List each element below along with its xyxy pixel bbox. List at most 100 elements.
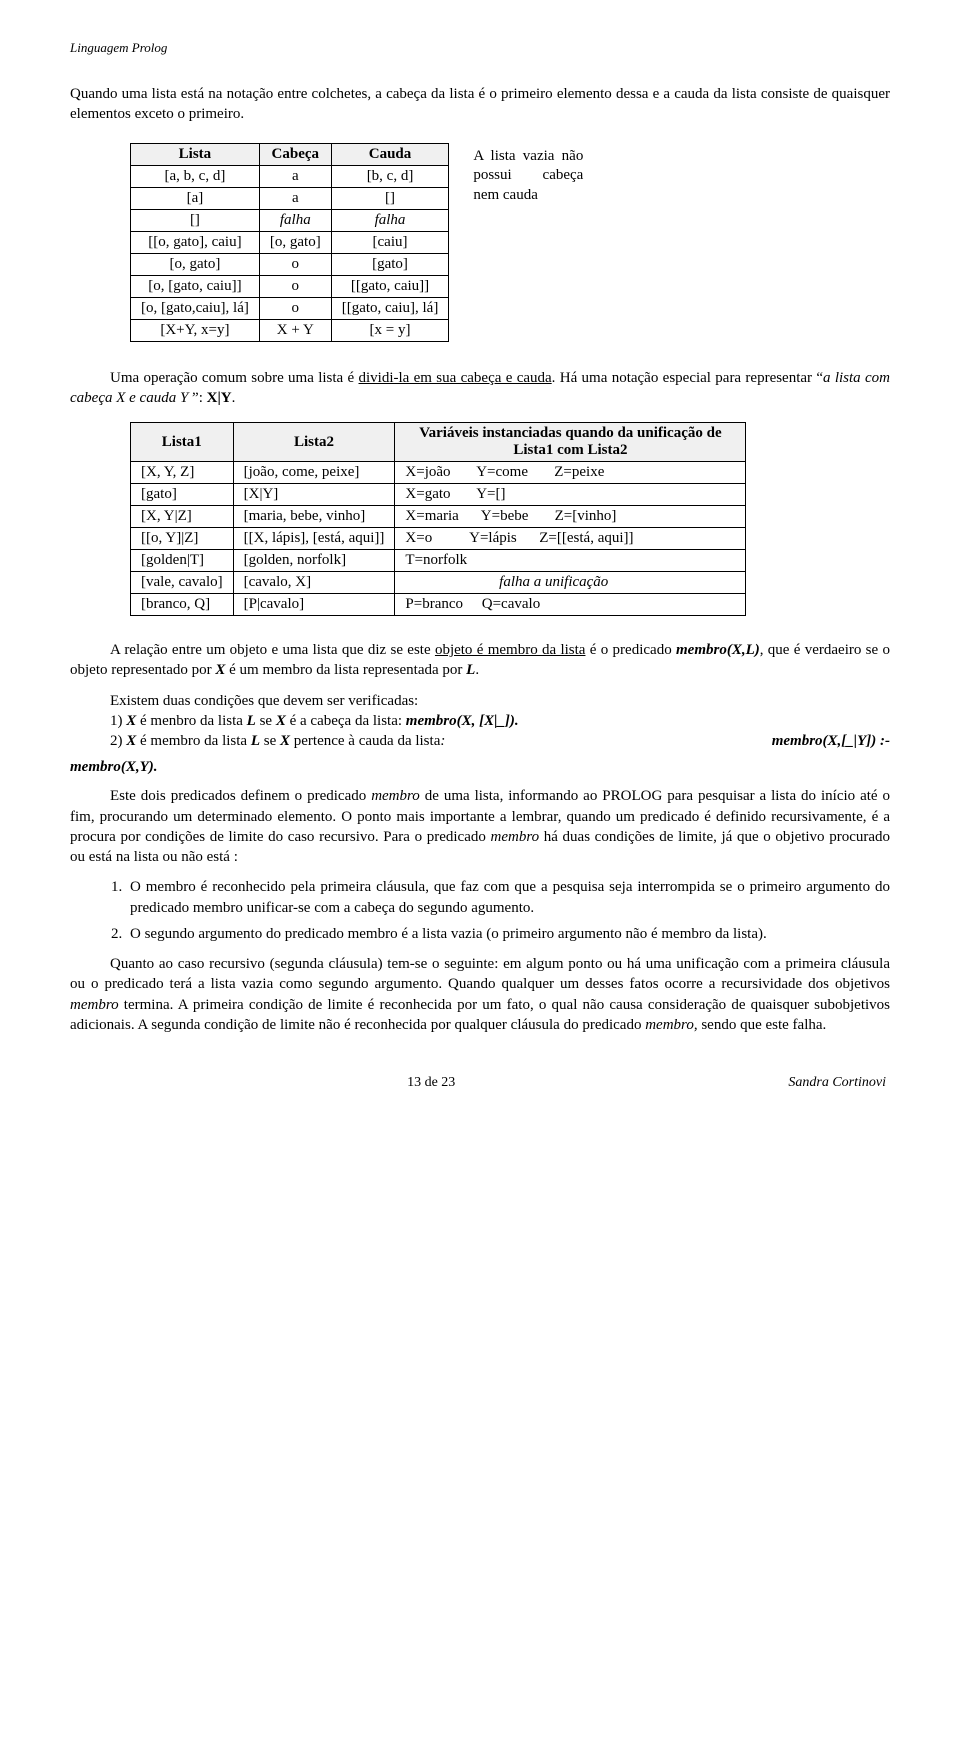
table-cell: [golden|T] xyxy=(131,550,234,572)
mid-paragraph: Uma operação comum sobre uma lista é div… xyxy=(70,368,890,409)
text: 2) xyxy=(110,733,126,749)
table-row: [o, [gato, caiu]]o[[gato, caiu]] xyxy=(131,275,449,297)
table-cell: a xyxy=(259,187,331,209)
italic-text: membro xyxy=(645,1017,694,1033)
bold-italic-text: membro(X,L) xyxy=(676,642,760,658)
unificacao-table: Lista1Lista2Variáveis instanciadas quand… xyxy=(130,422,746,616)
bold-italic-text: L xyxy=(251,733,260,749)
table-cell: [[gato, caiu]] xyxy=(331,275,449,297)
table-cell: [branco, Q] xyxy=(131,594,234,616)
text: se xyxy=(260,733,280,749)
bold-italic-text: X xyxy=(276,713,286,729)
text: Este dois predicados definem o predicado xyxy=(110,788,371,804)
table-cell: X=joão Y=come Z=peixe xyxy=(395,462,746,484)
italic-text: membro xyxy=(70,997,119,1013)
text: A relação entre um objeto e uma lista qu… xyxy=(110,642,435,658)
table-cell: [[o, Y]|Z] xyxy=(131,528,234,550)
table-cell: falha xyxy=(259,209,331,231)
table-cell: o xyxy=(259,253,331,275)
table-cell: X=o Y=lápis Z=[[está, aqui]] xyxy=(395,528,746,550)
table-cell: [a, b, c, d] xyxy=(131,165,260,187)
table-row: [X, Y|Z][maria, bebe, vinho]X=maria Y=be… xyxy=(131,506,746,528)
text: Quanto ao caso recursivo (segunda cláusu… xyxy=(70,956,890,992)
table-row: [a]a[] xyxy=(131,187,449,209)
table-row: [X+Y, x=y]X + Y[x = y] xyxy=(131,319,449,341)
table-cell: [golden, norfolk] xyxy=(233,550,395,572)
underline-text: dividi-la em sua cabeça e cauda xyxy=(359,370,552,386)
text: 1) xyxy=(110,713,126,729)
text: . Há uma notação especial para represent… xyxy=(552,370,823,386)
table-row: [[o, gato], caiu][o, gato][caiu] xyxy=(131,231,449,253)
bold-italic-text: X xyxy=(126,733,136,749)
text: é um membro da lista representada por xyxy=(225,662,466,678)
table-cell: [b, c, d] xyxy=(331,165,449,187)
table-cell: [o, gato] xyxy=(259,231,331,253)
table-cell: [joão, come, peixe] xyxy=(233,462,395,484)
table-header: Lista2 xyxy=(233,423,395,462)
conditions-lead: Existem duas condições que devem ser ver… xyxy=(110,691,890,711)
table-cell: [o, [gato,caiu], lá] xyxy=(131,297,260,319)
text: pertence à cauda da lista xyxy=(290,733,440,749)
table-cell: [maria, bebe, vinho] xyxy=(233,506,395,528)
table-cell: T=norfolk xyxy=(395,550,746,572)
table-header: Lista1 xyxy=(131,423,234,462)
table-cell: o xyxy=(259,275,331,297)
table-cell: [X+Y, x=y] xyxy=(131,319,260,341)
text: Uma operação comum sobre uma lista é xyxy=(110,370,359,386)
relation-paragraph: A relação entre um objeto e uma lista qu… xyxy=(70,640,890,681)
side-note: A lista vazia não possui cabeça nem caud… xyxy=(473,143,583,206)
text: . xyxy=(232,390,236,406)
recursive-paragraph: Quanto ao caso recursivo (segunda cláusu… xyxy=(70,954,890,1035)
bold-italic-text: X xyxy=(280,733,290,749)
table-cell: [P|cavalo] xyxy=(233,594,395,616)
table-row: [o, [gato,caiu], lá]o[[gato, caiu], lá] xyxy=(131,297,449,319)
text: é o predicado xyxy=(585,642,676,658)
text: , sendo que este falha. xyxy=(694,1017,826,1033)
table-header: Cauda xyxy=(331,143,449,165)
conditions-block: Existem duas condições que devem ser ver… xyxy=(110,691,890,752)
page-header: Linguagem Prolog xyxy=(70,40,890,56)
footer: 13 de 23 Sandra Cortinovi xyxy=(70,1075,890,1091)
bold-italic-text: L xyxy=(466,662,475,678)
table-cell: [cavalo, X] xyxy=(233,572,395,594)
condition-1: 1) X é menbro da lista L se X é a cabeça… xyxy=(110,711,890,731)
table-cell: X=gato Y=[] xyxy=(395,484,746,506)
table-row: [vale, cavalo][cavalo, X] falha a unific… xyxy=(131,572,746,594)
table-cell: [o, gato] xyxy=(131,253,260,275)
underline-text: objeto é membro da lista xyxy=(435,642,586,658)
table-cell: [[X, lápis], [está, aqui]] xyxy=(233,528,395,550)
text: . xyxy=(475,662,479,678)
table-cell: [X, Y|Z] xyxy=(131,506,234,528)
table-cell: [X|Y] xyxy=(233,484,395,506)
table-cell: o xyxy=(259,297,331,319)
condition-2-tail: membro(X,Y). xyxy=(70,759,890,776)
table-row: [a, b, c, d]a[b, c, d] xyxy=(131,165,449,187)
table-row: [[o, Y]|Z][[X, lápis], [está, aqui]]X=o … xyxy=(131,528,746,550)
table-cell: [[gato, caiu], lá] xyxy=(331,297,449,319)
italic-text: membro xyxy=(371,788,420,804)
condition-2: 2) X é membro da lista L se X pertence à… xyxy=(110,731,890,751)
table-cell: X + Y xyxy=(259,319,331,341)
numbered-list: O membro é reconhecido pela primeira clá… xyxy=(126,877,890,944)
table-cell: falha xyxy=(331,209,449,231)
table-header: Variáveis instanciadas quando da unifica… xyxy=(395,423,746,462)
page: Linguagem Prolog Quando uma lista está n… xyxy=(0,0,960,1121)
text: é membro da lista xyxy=(136,733,251,749)
table-row: [X, Y, Z][joão, come, peixe]X=joão Y=com… xyxy=(131,462,746,484)
bold-italic-text: membro(X,Y). xyxy=(70,759,158,775)
page-number: 13 de 23 xyxy=(74,1075,788,1091)
table-cell: falha a unificação xyxy=(395,572,746,594)
table-cell: X=maria Y=bebe Z=[vinho] xyxy=(395,506,746,528)
list-item: O membro é reconhecido pela primeira clá… xyxy=(126,877,890,918)
table-cell: [gato] xyxy=(131,484,234,506)
text: é menbro da lista xyxy=(136,713,246,729)
text: se xyxy=(256,713,276,729)
italic-text: membro xyxy=(491,829,540,845)
text: ”: xyxy=(192,390,207,406)
table-row: [gato][X|Y]X=gato Y=[] xyxy=(131,484,746,506)
table-cell: P=branco Q=cavalo xyxy=(395,594,746,616)
list-item: O segundo argumento do predicado membro … xyxy=(126,924,890,944)
bold-italic-text: L xyxy=(247,713,256,729)
table-header: Cabeça xyxy=(259,143,331,165)
table-row: [branco, Q][P|cavalo]P=branco Q=cavalo xyxy=(131,594,746,616)
